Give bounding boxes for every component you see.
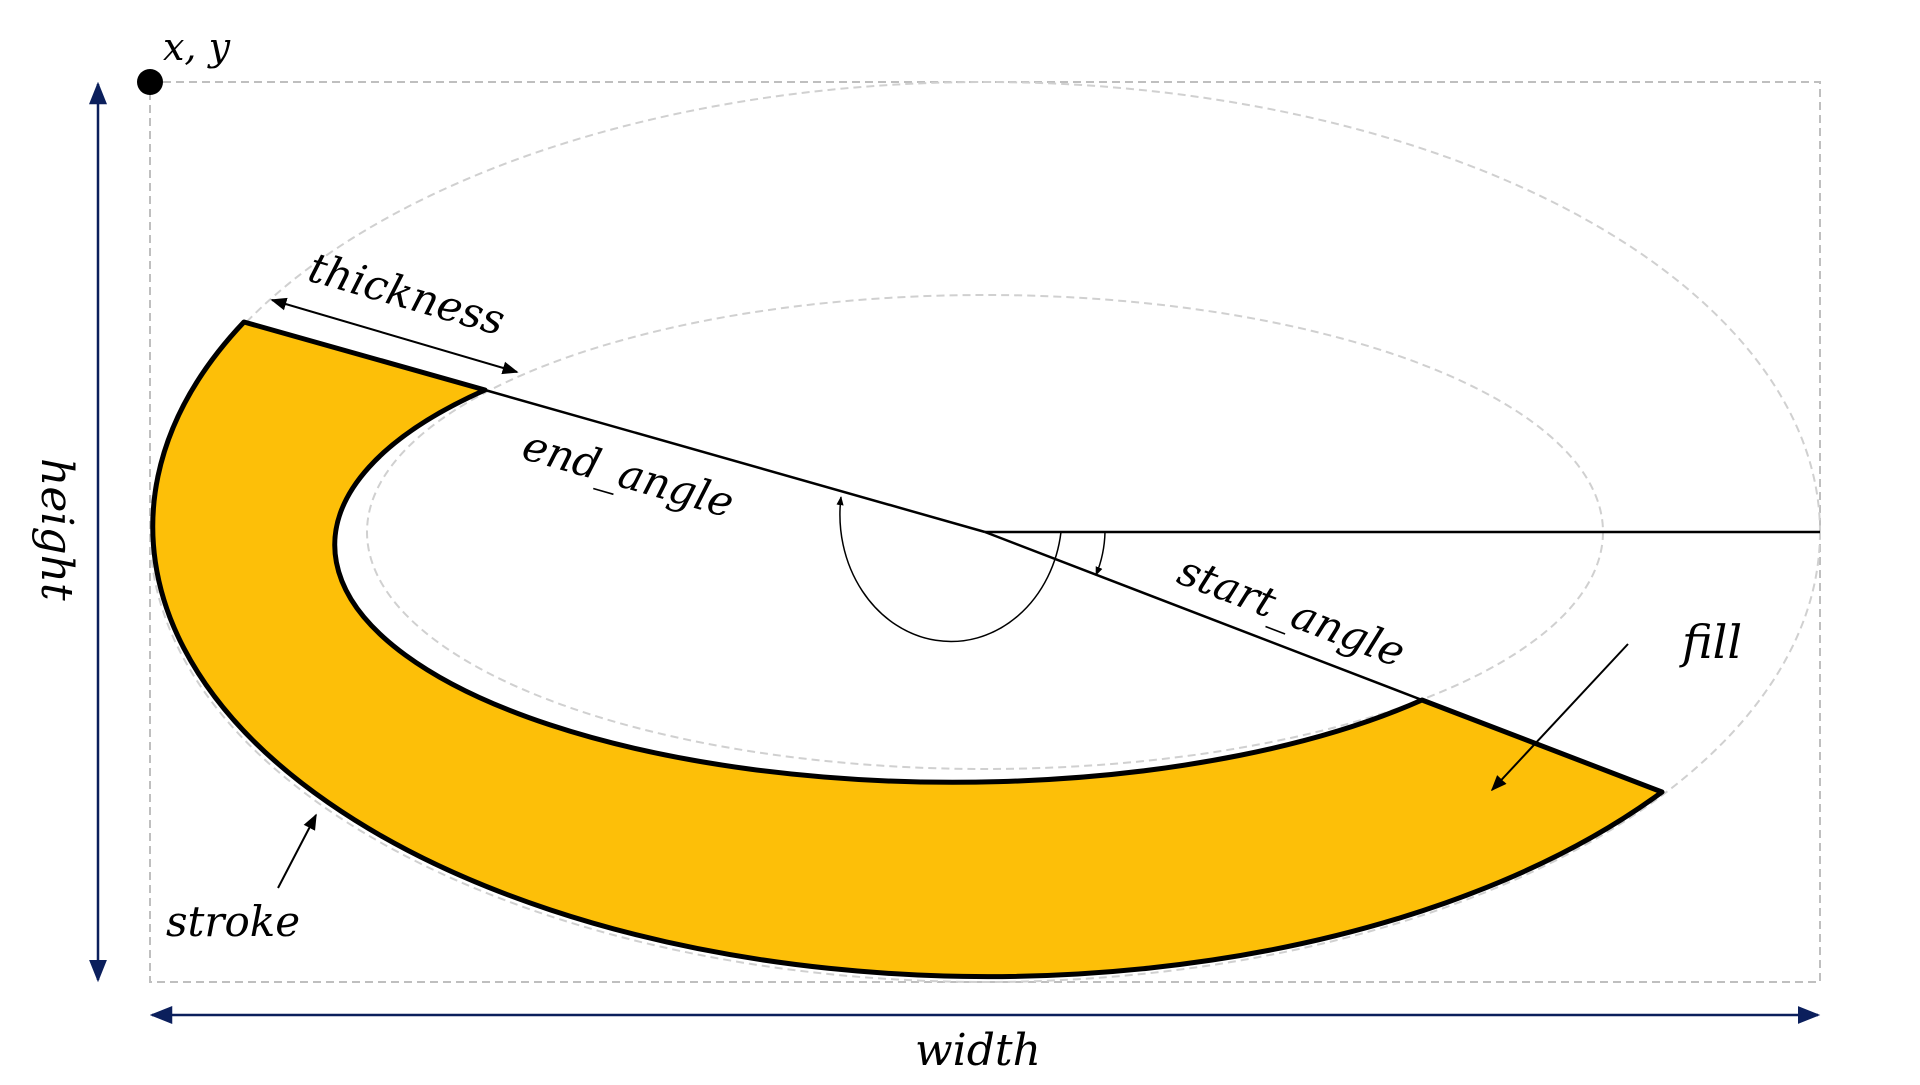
width-label: width <box>915 1025 1041 1076</box>
stroke-label: stroke <box>166 897 300 946</box>
start-angle-arc <box>1095 531 1106 576</box>
origin-label: x, y <box>163 25 231 69</box>
start-angle-ray <box>984 530 1423 702</box>
start-thickness-edge <box>1421 699 1663 793</box>
end-angle-ray <box>484 388 986 534</box>
fill-label: fill <box>1679 615 1742 669</box>
end-angle-label: end_angle <box>517 421 739 528</box>
arc-band <box>150 319 1665 980</box>
stroke-pointer-arrow <box>277 813 317 889</box>
origin-point <box>137 69 163 95</box>
fill-pointer-arrow <box>1490 643 1629 792</box>
thickness-arrow <box>270 297 519 375</box>
height-label: height <box>31 458 82 601</box>
start-angle-label: start_angle <box>1171 546 1411 677</box>
thickness-label: thickness <box>303 243 510 346</box>
end-angle-arc <box>836 496 1062 643</box>
